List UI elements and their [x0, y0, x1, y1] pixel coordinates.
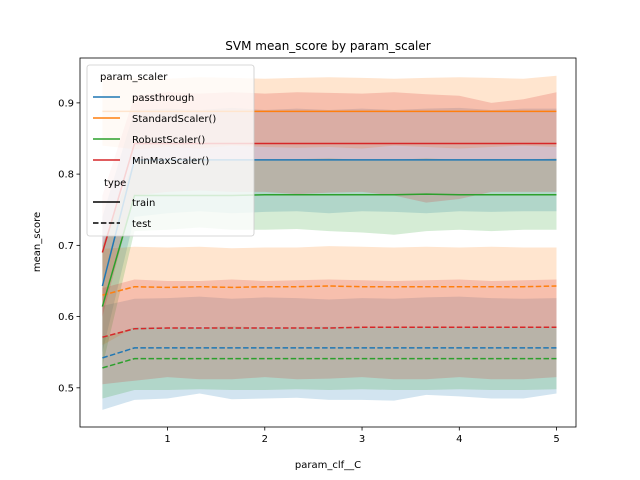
series-line-test-2	[102, 357, 557, 369]
ci-band-test-3	[102, 279, 557, 385]
y-tick-label: 0.6	[58, 312, 74, 323]
legend-entry: MinMaxScaler()	[132, 156, 209, 167]
legend: param_scaler passthrough StandardScaler() R…	[86, 64, 255, 237]
legend-hue-title: param_scaler	[100, 72, 168, 83]
ci-band-test-1	[102, 246, 557, 346]
y-tick-label: 0.5	[58, 383, 74, 394]
y-tick-label: 0.8	[58, 170, 74, 181]
ci-band-test-2	[102, 326, 557, 399]
legend-style-entry: train	[132, 198, 155, 209]
ci-band-test-0	[102, 296, 557, 410]
axes: 1 2 3 4 5 0.5 0.6 0.7 0.8 0.9	[58, 57, 577, 445]
y-tick-label: 0.7	[58, 241, 74, 252]
x-axis-label: param_clf__C	[295, 460, 361, 471]
series-line-test-3	[102, 326, 557, 338]
legend-entry: passthrough	[132, 93, 194, 104]
x-tick-label: 4	[456, 434, 462, 445]
legend-entry: StandardScaler()	[132, 114, 216, 125]
series-line-test-0	[102, 347, 557, 359]
chart-title: SVM mean_score by param_scaler	[225, 39, 430, 53]
legend-box	[86, 64, 255, 237]
legend-entry: RobustScaler()	[132, 135, 205, 146]
series-line-test-1	[102, 285, 557, 296]
x-tick-label: 3	[359, 434, 365, 445]
legend-style-entry: test	[132, 219, 151, 230]
axes-frame	[79, 57, 577, 428]
x-tick-label: 5	[553, 434, 559, 445]
legend-style-title: type	[104, 178, 126, 189]
y-axis-label: mean_score	[32, 212, 43, 272]
y-tick-label: 0.9	[58, 98, 74, 109]
x-tick-label: 2	[262, 434, 268, 445]
x-tick-label: 1	[164, 434, 170, 445]
